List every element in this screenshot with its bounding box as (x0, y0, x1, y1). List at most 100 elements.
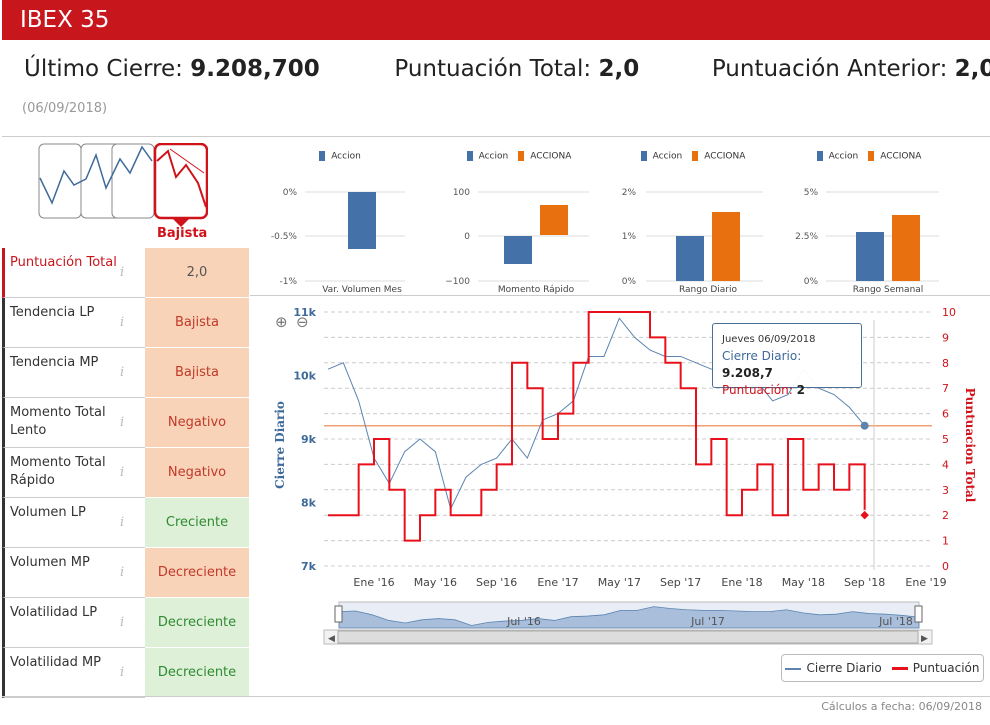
zoom-in-icon[interactable]: ⊕ (275, 313, 288, 331)
x-tick: Ene '17 (537, 576, 578, 589)
indicator-name: Momento Total Lento (2, 398, 145, 448)
bar-accion (856, 232, 884, 281)
info-icon[interactable]: i (120, 315, 125, 330)
divider (2, 696, 990, 697)
divider (2, 136, 990, 137)
navigator-left-handle[interactable] (334, 605, 343, 623)
trend-label: Bajista (157, 226, 208, 241)
y-tick: -1% (279, 277, 297, 287)
y2-tick: 6 (942, 408, 949, 421)
y-axis-label: Cierre Diario (273, 401, 287, 489)
legend-score[interactable]: Puntuación (891, 661, 980, 675)
mini-chart-weekly-range: Accion ACCIONA 5% 2.5% 0% Rango Semanal (794, 148, 944, 303)
info-icon[interactable]: i (120, 365, 125, 380)
x-tick: May '17 (598, 576, 641, 589)
info-icon[interactable]: i (120, 615, 125, 630)
info-icon[interactable]: i (120, 465, 125, 480)
table-row: Volatilidad MP i Decreciente (2, 648, 249, 698)
info-icon[interactable]: i (120, 665, 125, 680)
y-tick: 100 (453, 188, 470, 198)
indicator-value: Negativo (145, 448, 249, 497)
indicator-name: Momento Total Rápido (2, 448, 145, 498)
y-tick: 0% (804, 277, 819, 287)
downtrend-line-icon (156, 149, 207, 208)
navigator-label: Jul '18 (878, 615, 913, 628)
legend-close[interactable]: Cierre Diario (785, 661, 882, 675)
y-tick: 9k (301, 433, 317, 446)
series-close (327, 317, 866, 511)
total-score-value: 2,0 (598, 56, 640, 82)
x-tick: Sep '17 (660, 576, 701, 589)
indicator-value: Bajista (145, 298, 249, 347)
y-tick: 5% (804, 188, 819, 198)
y-tick: 2.5% (795, 232, 818, 242)
category-label: Rango Semanal (853, 285, 924, 295)
y-tick: 0 (464, 232, 470, 242)
info-icon[interactable]: i (120, 265, 125, 280)
indicator-name: Tendencia MP (2, 348, 145, 398)
divider (250, 295, 990, 296)
chart-tooltip: Jueves 06/09/2018 Cierre Diario: 9.208,7… (712, 323, 862, 397)
indicator-name: Volatilidad LP (2, 598, 145, 648)
indicator-name: Volumen LP (2, 498, 145, 548)
title-bar: IBEX 35 (2, 0, 990, 40)
table-row: Momento Total Lento i Negativo (2, 398, 249, 448)
indicator-value: Bajista (145, 348, 249, 397)
category-label: Var. Volumen Mes (322, 285, 402, 295)
scroll-left-icon[interactable]: ◀ (328, 634, 335, 644)
current-close-point (860, 421, 869, 430)
x-tick: Sep '18 (844, 576, 885, 589)
table-row: Volumen MP i Decreciente (2, 548, 249, 598)
scroll-right-icon[interactable]: ▶ (921, 634, 928, 644)
series-score (328, 311, 866, 542)
bar-accion (504, 236, 532, 264)
footer-date: Cálculos a fecha: 06/09/2018 (821, 700, 982, 713)
y2-tick: 0 (942, 560, 949, 573)
bar-chart-svg: 0% -0.5% -1% Var. Volumen Mes (271, 188, 405, 295)
mini-chart-momentum: Accion ACCIONA 100 0 −100 Momento Rápido (444, 148, 594, 303)
indicator-name: Tendencia LP (2, 298, 145, 348)
y-tick: 8k (301, 497, 317, 510)
y-tick: 10k (293, 370, 316, 383)
indicator-value: Negativo (145, 398, 249, 447)
total-score-label: Puntuación Total: (394, 56, 592, 82)
navigator-label: Jul '16 (506, 615, 541, 628)
page-title: IBEX 35 (20, 7, 110, 33)
scrollbar-thumb[interactable] (337, 630, 919, 644)
y-tick: -0.5% (271, 232, 298, 242)
active-pointer-icon (172, 218, 190, 227)
current-score-point (859, 509, 871, 521)
y2-tick: 4 (942, 458, 949, 471)
y-tick: −100 (445, 277, 470, 287)
x-tick: Ene '16 (353, 576, 394, 589)
table-row: Volatilidad LP i Decreciente (2, 598, 249, 648)
y2-tick: 5 (942, 433, 949, 446)
bar-chart-svg: 100 0 −100 Momento Rápido (445, 188, 589, 295)
table-row: Volumen LP i Creciente (2, 498, 249, 548)
tooltip-date: Jueves 06/09/2018 (722, 334, 816, 345)
zoom-out-icon[interactable]: ⊖ (296, 313, 309, 331)
indicator-value: 2,0 (145, 248, 249, 297)
navigator-label: Jul '17 (690, 615, 725, 628)
table-row: Puntuación Total i 2,0 (2, 248, 249, 298)
last-close-value: 9.208,700 (190, 56, 320, 82)
legend-accion: Accion (640, 150, 682, 161)
info-icon[interactable]: i (120, 515, 125, 530)
y2-tick: 2 (942, 509, 949, 522)
x-tick: May '16 (414, 576, 457, 589)
info-icon[interactable]: i (120, 415, 125, 430)
y-tick: 0% (622, 277, 637, 287)
legend-acciona: ACCIONA (518, 150, 571, 161)
stats-row: Último Cierre: 9.208,700 Puntuación Tota… (24, 56, 990, 82)
indicator-value: Decreciente (145, 598, 249, 647)
bar-chart-svg: 2% 1% 0% Rango Diario (622, 188, 763, 295)
bar-acciona (892, 215, 920, 281)
bar-acciona (540, 205, 568, 235)
indicator-name: Puntuación Total (2, 248, 145, 298)
category-label: Rango Diario (679, 285, 738, 295)
info-icon[interactable]: i (120, 565, 125, 580)
navigator-right-handle[interactable] (914, 605, 923, 623)
y2-tick: 7 (942, 382, 949, 395)
trend-line-icon (39, 145, 153, 205)
x-tick: Sep '16 (476, 576, 517, 589)
